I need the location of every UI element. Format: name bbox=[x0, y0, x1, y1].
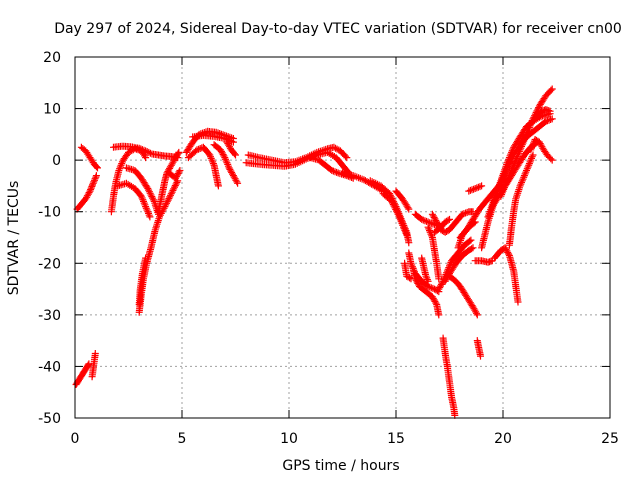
grid-lines bbox=[75, 57, 610, 418]
series-arc27 bbox=[401, 259, 415, 283]
series-arc36 bbox=[435, 236, 475, 293]
data-marker-trail bbox=[446, 272, 481, 319]
data-marker-trail bbox=[465, 182, 486, 195]
series-arc45 bbox=[497, 85, 556, 200]
series-arc9 bbox=[135, 177, 182, 316]
series-arc35 bbox=[446, 272, 481, 319]
data-marker-trail bbox=[418, 254, 432, 285]
y-tick-label: -50 bbox=[38, 411, 61, 427]
plot-frame bbox=[74, 56, 611, 419]
series-arc2 bbox=[88, 350, 99, 381]
series-arc14 bbox=[189, 131, 237, 146]
data-marker-trail bbox=[431, 215, 453, 236]
data-points bbox=[72, 85, 556, 419]
data-marker-trail bbox=[471, 257, 496, 266]
series-arc16 bbox=[210, 141, 242, 187]
chart-title: Day 297 of 2024, Sidereal Day-to-day VTE… bbox=[54, 21, 622, 37]
data-marker-trail bbox=[210, 141, 242, 187]
x-axis-title: GPS time / hours bbox=[282, 458, 399, 474]
data-marker-trail bbox=[505, 151, 537, 249]
data-marker-trail bbox=[114, 179, 154, 221]
series-arc12 bbox=[165, 167, 184, 182]
data-marker-trail bbox=[135, 254, 150, 308]
x-tick-label: 0 bbox=[71, 431, 80, 447]
series-arc24 bbox=[392, 187, 413, 213]
data-marker-trail bbox=[88, 350, 99, 381]
data-marker-trail bbox=[409, 264, 443, 319]
axis-ticks: -50 -40 -30 -20 -10 0 10 20 0 5 10 15 20 25 bbox=[38, 50, 619, 447]
data-marker-trail bbox=[72, 360, 93, 388]
series-arc39 bbox=[471, 257, 496, 266]
x-tick-label: 10 bbox=[280, 431, 298, 447]
y-tick-label: 20 bbox=[43, 50, 61, 66]
data-marker-trail bbox=[223, 138, 239, 159]
series-arc48 bbox=[527, 136, 556, 164]
data-marker-trail bbox=[531, 106, 554, 123]
data-marker-trail bbox=[473, 337, 484, 360]
series-arc3 bbox=[73, 172, 100, 213]
series-arc47 bbox=[490, 244, 522, 306]
data-marker-trail bbox=[497, 85, 556, 200]
series-arc41 bbox=[465, 182, 486, 195]
series-arc17 bbox=[223, 138, 239, 159]
data-marker-trail bbox=[435, 236, 475, 293]
series-arc23 bbox=[379, 190, 411, 239]
data-marker-trail bbox=[189, 131, 237, 146]
series-arc46 bbox=[505, 151, 537, 249]
series-arc10 bbox=[135, 254, 150, 308]
data-marker-trail bbox=[490, 244, 522, 306]
data-marker-trail bbox=[184, 143, 222, 190]
series-arc32 bbox=[431, 215, 453, 236]
y-tick-label: -40 bbox=[38, 359, 61, 375]
series-arc49 bbox=[531, 106, 554, 123]
y-tick-label: 0 bbox=[52, 153, 61, 169]
x-tick-label: 15 bbox=[387, 431, 405, 447]
data-marker-trail bbox=[110, 142, 182, 162]
x-tick-label: 20 bbox=[494, 431, 512, 447]
series-arc40 bbox=[473, 337, 484, 360]
data-marker-trail bbox=[135, 177, 182, 316]
x-tick-label: 5 bbox=[178, 431, 187, 447]
data-marker-trail bbox=[478, 110, 554, 252]
series-arc26 bbox=[409, 264, 443, 319]
series-arc1 bbox=[72, 360, 93, 388]
data-marker-trail bbox=[401, 259, 415, 283]
data-marker-trail bbox=[527, 136, 556, 164]
series-arc28 bbox=[418, 254, 432, 285]
data-marker-trail bbox=[77, 143, 101, 172]
data-marker-trail bbox=[439, 334, 459, 419]
y-tick-label: -20 bbox=[38, 256, 61, 272]
series-arc6 bbox=[110, 142, 182, 162]
data-marker-trail bbox=[73, 172, 100, 213]
series-arc30 bbox=[424, 223, 443, 283]
series-arc7 bbox=[114, 179, 154, 221]
y-tick-label: -10 bbox=[38, 205, 61, 221]
x-tick-label: 25 bbox=[601, 431, 619, 447]
data-marker-trail bbox=[424, 223, 443, 283]
y-axis-title: SDTVAR / TECUs bbox=[6, 181, 22, 296]
data-marker-trail bbox=[165, 167, 184, 182]
series-arc4 bbox=[77, 143, 101, 172]
data-marker-trail bbox=[379, 190, 411, 239]
data-marker-trail bbox=[392, 187, 413, 213]
series-arc42 bbox=[478, 110, 554, 252]
y-tick-label: -30 bbox=[38, 308, 61, 324]
series-arc15 bbox=[184, 143, 222, 190]
y-tick-label: 10 bbox=[43, 102, 61, 118]
series-arc33 bbox=[439, 334, 459, 419]
